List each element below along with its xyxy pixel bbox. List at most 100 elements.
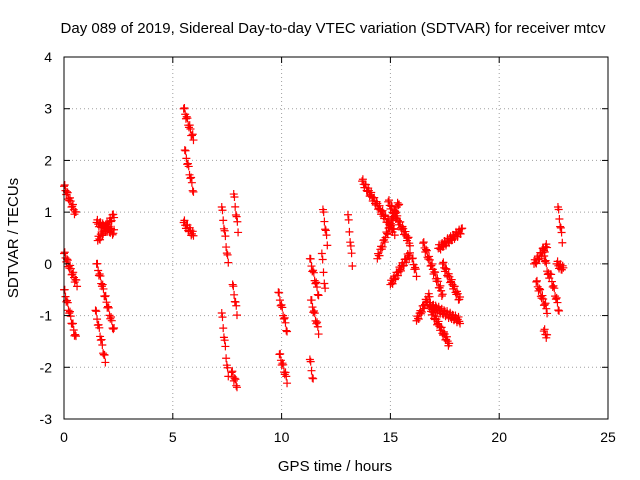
data-point [281, 318, 290, 327]
data-point [313, 283, 322, 292]
data-point [98, 280, 107, 289]
x-tick-label: 0 [60, 429, 68, 445]
data-point [419, 239, 428, 248]
data-point [555, 214, 564, 223]
data-point [383, 230, 392, 239]
data-point [95, 270, 104, 279]
axis-ticks: 0 5 10 15 20 25 -3 -2 -1 0 1 2 3 4 [40, 49, 616, 445]
data-point [106, 314, 115, 323]
data-point [100, 351, 109, 360]
x-tick-label: 10 [274, 429, 290, 445]
data-point [396, 217, 405, 226]
data-point [540, 300, 549, 309]
data-point [412, 272, 421, 281]
data-point [380, 238, 389, 247]
data-point [71, 208, 80, 216]
y-tick-label: 0 [44, 256, 52, 272]
data-point [386, 223, 395, 232]
data-point [309, 308, 318, 317]
y-tick-label: -2 [40, 359, 53, 375]
data-point [358, 175, 367, 184]
data-point [63, 256, 72, 265]
data-point [559, 263, 568, 272]
data-point [281, 368, 290, 377]
data-point [314, 330, 323, 339]
data-point [543, 330, 552, 339]
data-point [231, 202, 240, 211]
data-point [555, 306, 564, 315]
data-point [447, 275, 456, 284]
data-point [431, 268, 440, 277]
data-point [554, 306, 563, 315]
data-point [103, 302, 112, 311]
data-point [104, 303, 113, 312]
data-point [535, 284, 544, 293]
data-point [408, 254, 417, 263]
data-point [60, 285, 69, 294]
data-point [422, 246, 431, 255]
data-point [228, 280, 237, 289]
data-point [422, 245, 431, 254]
data-point [314, 291, 323, 300]
data-point [63, 188, 72, 197]
data-point [323, 241, 332, 250]
data-point [436, 281, 445, 290]
data-point [107, 316, 116, 325]
data-point [66, 312, 75, 321]
data-point [320, 279, 329, 288]
data-point [98, 231, 107, 240]
data-point [189, 231, 198, 240]
chart-title: Day 089 of 2019, Sidereal Day-to-day VTE… [61, 20, 606, 37]
data-point [554, 205, 563, 214]
data-point [393, 271, 402, 280]
data-point [99, 349, 108, 358]
data-point [454, 312, 463, 321]
data-point [230, 192, 239, 201]
data-point [434, 277, 443, 286]
data-point [318, 255, 327, 264]
data-point [223, 250, 232, 259]
data-point [62, 297, 71, 306]
data-point [348, 262, 357, 271]
data-point [386, 221, 395, 230]
data-point [188, 186, 197, 195]
data-point [219, 324, 228, 333]
data-point [396, 266, 405, 275]
data-point [308, 373, 317, 382]
data-point [65, 307, 74, 316]
data-point [182, 154, 191, 163]
data-point [445, 339, 454, 348]
data-point [321, 226, 330, 235]
data-point [320, 217, 329, 226]
data-point [224, 258, 233, 267]
data-point [456, 319, 465, 328]
data-point [307, 262, 316, 271]
data-point [69, 325, 78, 334]
data-point [230, 290, 239, 299]
data-point [313, 322, 322, 331]
data-point [110, 225, 119, 234]
data-point [438, 259, 447, 268]
data-point [231, 211, 240, 220]
data-point [388, 279, 397, 288]
data-point [96, 336, 105, 345]
data-point [99, 284, 108, 293]
data-point [183, 160, 192, 169]
data-point [68, 319, 77, 328]
data-point [180, 146, 189, 155]
data-point [372, 197, 381, 206]
data-point [96, 271, 105, 280]
data-point [92, 307, 101, 316]
data-point [107, 312, 116, 321]
data-point [532, 277, 541, 286]
data-point [404, 233, 413, 242]
data-point [97, 335, 106, 344]
grid-lines [64, 57, 608, 419]
data-point [282, 326, 291, 335]
y-tick-label: 3 [44, 101, 52, 117]
data-point [542, 259, 551, 268]
data-point [456, 292, 465, 301]
data-point [279, 314, 288, 323]
data-point [383, 229, 392, 238]
